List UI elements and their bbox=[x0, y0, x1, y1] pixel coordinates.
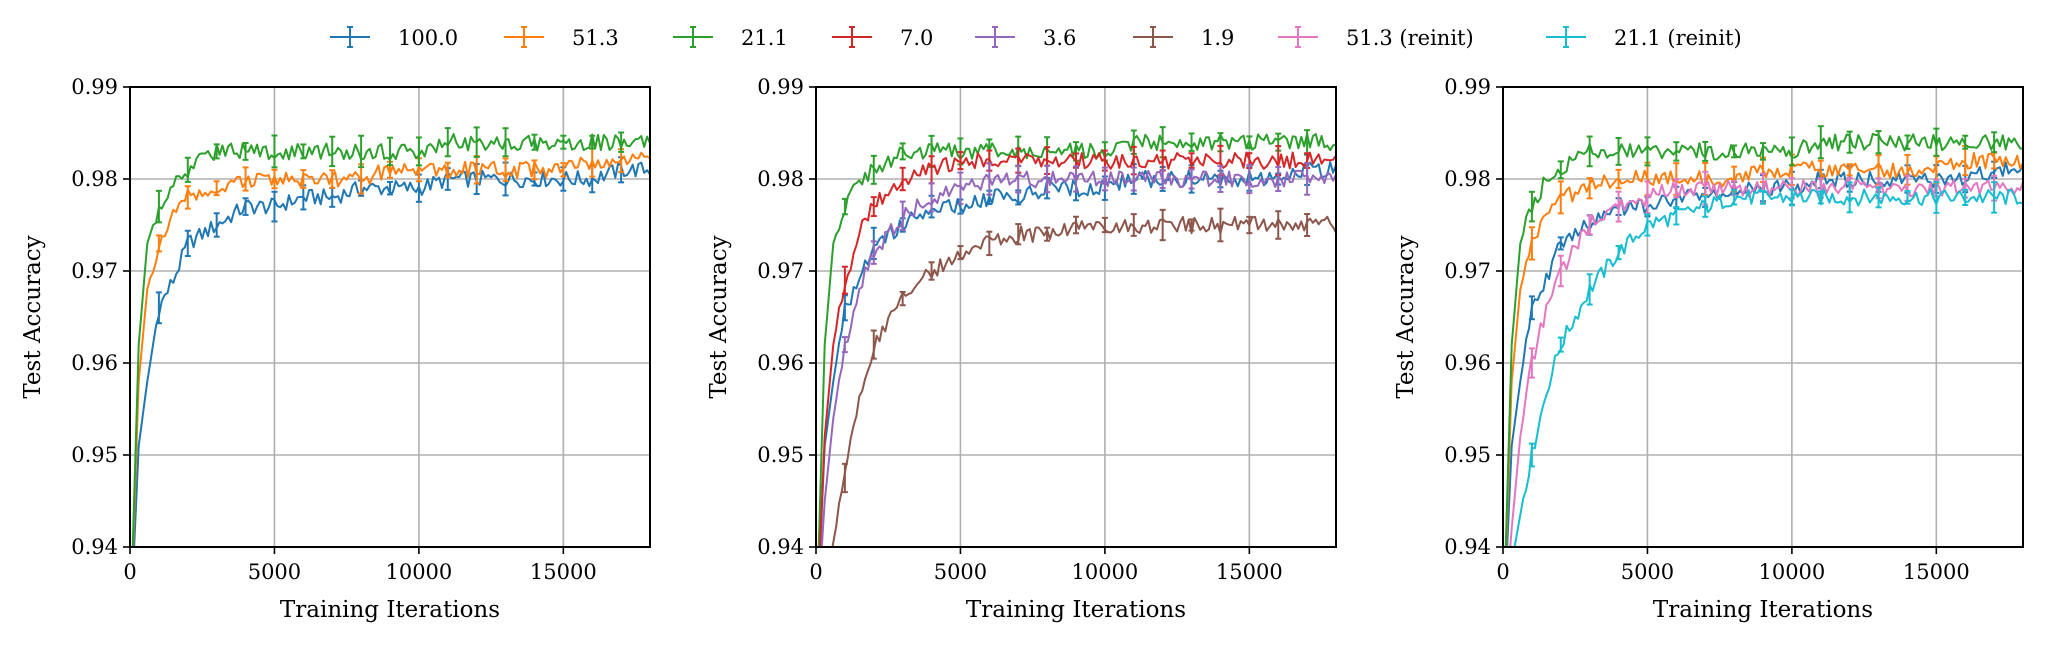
x-tick-label: 5000 bbox=[248, 560, 301, 584]
plot-area bbox=[1504, 125, 2023, 547]
x-tick-label: 10000 bbox=[1071, 560, 1138, 584]
legend-label-100-0: 100.0 bbox=[398, 26, 458, 50]
y-tick-label: 0.99 bbox=[757, 75, 804, 99]
y-tick-label: 0.94 bbox=[1444, 535, 1491, 559]
axes-frame bbox=[815, 86, 1337, 548]
y-tick-label: 0.94 bbox=[757, 535, 804, 559]
legend-label-3-6: 3.6 bbox=[1043, 26, 1076, 50]
x-tick-label: 15000 bbox=[530, 560, 597, 584]
legend-entry-7-0: 7.0 bbox=[832, 26, 933, 50]
series-line-1-9 bbox=[831, 215, 1336, 547]
y-tick-label: 0.99 bbox=[71, 75, 118, 99]
chart-panel-middle: 0 5000 10000 15000 0.94 0.95 0.96 0.97 0.98 0.99 T… bbox=[706, 75, 1337, 623]
legend-label-21-1: 21.1 bbox=[741, 26, 788, 50]
x-tick-label: 0 bbox=[809, 560, 822, 584]
series-21-1 bbox=[1504, 125, 2023, 547]
legend-label-7-0: 7.0 bbox=[900, 26, 933, 50]
y-tick-label: 0.97 bbox=[71, 259, 118, 283]
y-tick-label: 0.96 bbox=[757, 351, 804, 375]
plot-area bbox=[131, 126, 650, 547]
axes-frame bbox=[129, 86, 651, 548]
legend-entry-1-9: 1.9 bbox=[1133, 26, 1234, 50]
y-tick-label: 0.94 bbox=[71, 535, 118, 559]
legend-entry-21-1: 21.1 bbox=[673, 26, 788, 50]
x-tick-label: 5000 bbox=[1621, 560, 1674, 584]
x-tick-label: 5000 bbox=[934, 560, 987, 584]
x-axis-label: Training Iterations bbox=[966, 597, 1186, 623]
y-tick-label: 0.95 bbox=[1444, 443, 1491, 467]
legend-entry-3-6: 3.6 bbox=[975, 26, 1076, 50]
legend-entry-51-3-reinit: 51.3 (reinit) bbox=[1278, 26, 1474, 50]
y-tick-label: 0.96 bbox=[1444, 351, 1491, 375]
legend-entry-100-0: 100.0 bbox=[330, 26, 458, 50]
series-21-1-reinit bbox=[1513, 180, 2023, 547]
series-21-1 bbox=[131, 126, 650, 547]
y-tick-label: 0.98 bbox=[757, 167, 804, 191]
y-axis-label: Test Accuracy bbox=[1393, 235, 1419, 398]
y-axis-label: Test Accuracy bbox=[706, 235, 732, 398]
y-tick-label: 0.97 bbox=[1444, 259, 1491, 283]
y-tick-label: 0.95 bbox=[757, 443, 804, 467]
series-3-6 bbox=[820, 162, 1336, 547]
x-axis-label: Training Iterations bbox=[280, 597, 500, 623]
x-tick-label: 10000 bbox=[385, 560, 452, 584]
legend: 100.0 51.3 21.1 7.0 3.6 1.9 51.3 (reinit) 21.1 … bbox=[330, 26, 1742, 50]
y-axis-label: Test Accuracy bbox=[20, 235, 46, 398]
legend-label-21-1-reinit: 21.1 (reinit) bbox=[1614, 26, 1742, 50]
y-tick-label: 0.98 bbox=[71, 167, 118, 191]
y-tick-label: 0.95 bbox=[71, 443, 118, 467]
legend-entry-21-1-reinit: 21.1 (reinit) bbox=[1546, 26, 1742, 50]
y-tick-label: 0.96 bbox=[71, 351, 118, 375]
x-tick-label: 0 bbox=[123, 560, 136, 584]
x-tick-label: 10000 bbox=[1758, 560, 1825, 584]
x-axis-label: Training Iterations bbox=[1653, 597, 1873, 623]
x-tick-label: 0 bbox=[1496, 560, 1509, 584]
x-tick-label: 15000 bbox=[1216, 560, 1283, 584]
y-tick-label: 0.97 bbox=[757, 259, 804, 283]
series-1-9 bbox=[831, 207, 1336, 547]
x-tick-label: 15000 bbox=[1903, 560, 1970, 584]
axes-frame bbox=[1502, 86, 2024, 548]
legend-label-51-3: 51.3 bbox=[572, 26, 619, 50]
chart-panel-left: 0 5000 10000 15000 0.94 0.95 0.96 0.97 0.98 0.99 T… bbox=[20, 75, 651, 623]
chart-panel-right: 0 5000 10000 15000 0.94 0.95 0.96 0.97 0.98 0.99 T… bbox=[1393, 75, 2024, 623]
plot-area bbox=[817, 126, 1336, 547]
y-tick-label: 0.99 bbox=[1444, 75, 1491, 99]
legend-entry-51-3: 51.3 bbox=[504, 26, 619, 50]
y-tick-label: 0.98 bbox=[1444, 167, 1491, 191]
series-7-0 bbox=[818, 144, 1336, 547]
legend-label-1-9: 1.9 bbox=[1201, 26, 1234, 50]
legend-label-51-3-reinit: 51.3 (reinit) bbox=[1346, 26, 1474, 50]
